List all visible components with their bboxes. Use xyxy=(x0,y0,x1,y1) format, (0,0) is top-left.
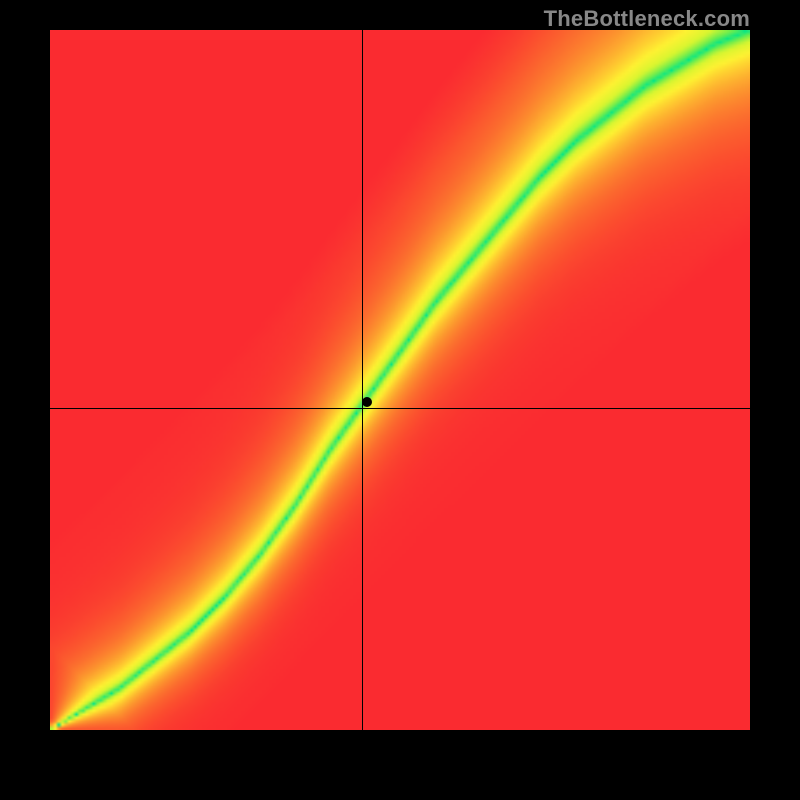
crosshair-horizontal xyxy=(50,408,750,409)
watermark-text: TheBottleneck.com xyxy=(544,6,750,32)
selection-marker xyxy=(362,397,372,407)
heatmap-canvas xyxy=(50,30,750,730)
bottleneck-heatmap xyxy=(50,30,750,730)
crosshair-vertical xyxy=(362,30,363,730)
